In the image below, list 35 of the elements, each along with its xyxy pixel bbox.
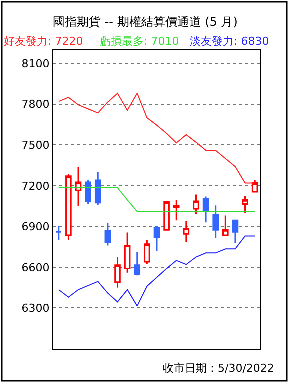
candlestick <box>164 200 170 232</box>
candlestick <box>212 204 220 239</box>
y-tick-label: 6600 <box>22 261 50 274</box>
y-tick-label: 7500 <box>22 138 50 152</box>
y-tick-label: 6300 <box>22 302 50 316</box>
candlestick <box>154 225 160 252</box>
candlestick <box>124 232 131 274</box>
candlestick <box>56 225 62 242</box>
chart-title: 國指期貨 -- 期權結算價通道 (5 月) <box>53 15 238 29</box>
candlestick <box>193 194 200 216</box>
candlestick <box>222 215 229 237</box>
y-tick-label: 6900 <box>22 220 50 234</box>
y-tick-label: 7200 <box>22 180 50 193</box>
y-tick-label: 7800 <box>22 98 50 112</box>
candlestick <box>183 220 190 244</box>
candlestick <box>104 222 112 246</box>
candlestick <box>144 240 150 265</box>
candlestick <box>94 172 102 206</box>
candlestick <box>134 252 141 276</box>
candlestick <box>232 220 239 244</box>
candlestick <box>85 180 92 206</box>
text: 淡友發力: 6830 <box>190 35 270 48</box>
text: 虧損最多: 7010 <box>100 35 180 48</box>
candlestick <box>252 180 258 194</box>
candlestick <box>202 196 210 224</box>
candlestick <box>173 199 180 222</box>
text: 好友發力: 7220 <box>4 35 84 48</box>
line-series <box>58 92 256 184</box>
candlestick <box>114 256 121 289</box>
text: 收市日期：5/30/2022 <box>163 362 274 375</box>
candlestick <box>66 174 72 242</box>
y-tick-label: 8100 <box>22 57 50 70</box>
candlestick <box>75 166 82 208</box>
candlestick <box>242 195 248 214</box>
line-series <box>58 236 256 307</box>
